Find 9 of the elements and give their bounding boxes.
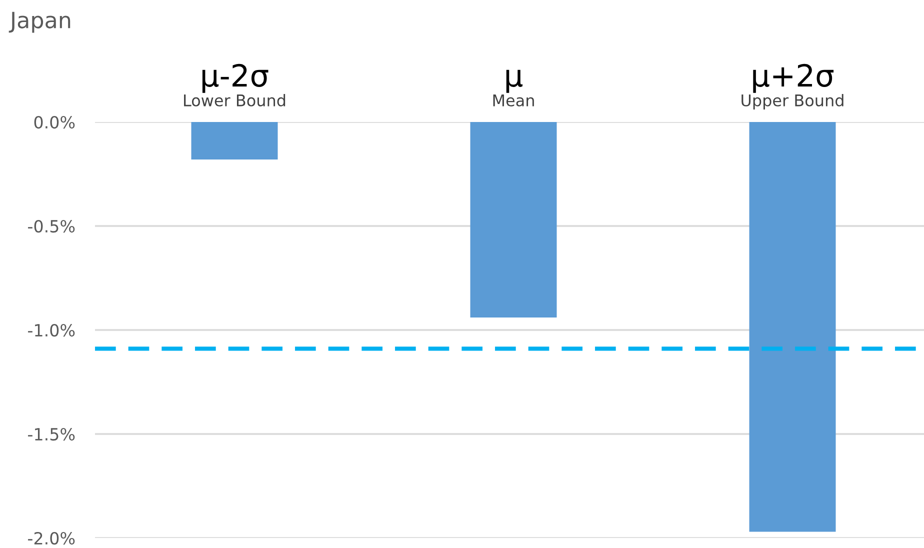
x-tick-label: μ-2σ Lower Bound (184, 64, 286, 106)
y-tick-label: -2.0% (28, 532, 75, 545)
y-tick-label: -0.5% (28, 220, 75, 233)
x-tick-label: μ Mean (493, 70, 534, 106)
y-tick-label: -1.0% (28, 324, 75, 337)
y-tick-label: 0.0% (34, 116, 75, 129)
y-tick-label: -1.5% (28, 428, 75, 441)
x-tick-label: μ+2σ Upper Bound (742, 64, 844, 110)
chart-title: Japan (8, 12, 70, 33)
